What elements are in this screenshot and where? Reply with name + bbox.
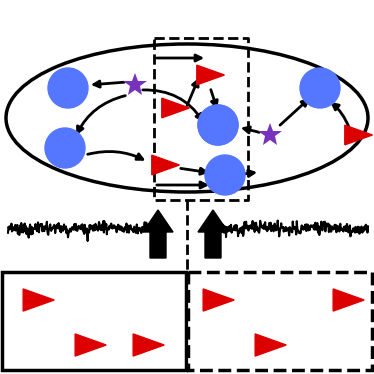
Polygon shape <box>23 289 54 311</box>
Polygon shape <box>162 98 189 118</box>
Ellipse shape <box>6 44 368 192</box>
Polygon shape <box>345 125 373 145</box>
Circle shape <box>205 155 245 195</box>
FancyArrow shape <box>143 210 173 258</box>
Circle shape <box>300 68 340 108</box>
Bar <box>188 272 372 370</box>
Polygon shape <box>333 289 364 311</box>
Circle shape <box>45 128 85 168</box>
Circle shape <box>198 105 238 145</box>
Polygon shape <box>133 334 164 356</box>
Circle shape <box>198 105 238 145</box>
Polygon shape <box>203 289 234 311</box>
Polygon shape <box>255 334 286 356</box>
Polygon shape <box>152 155 180 175</box>
Bar <box>2 272 186 370</box>
Polygon shape <box>75 334 106 356</box>
FancyArrow shape <box>198 210 228 258</box>
Circle shape <box>48 68 88 108</box>
Polygon shape <box>197 65 224 85</box>
